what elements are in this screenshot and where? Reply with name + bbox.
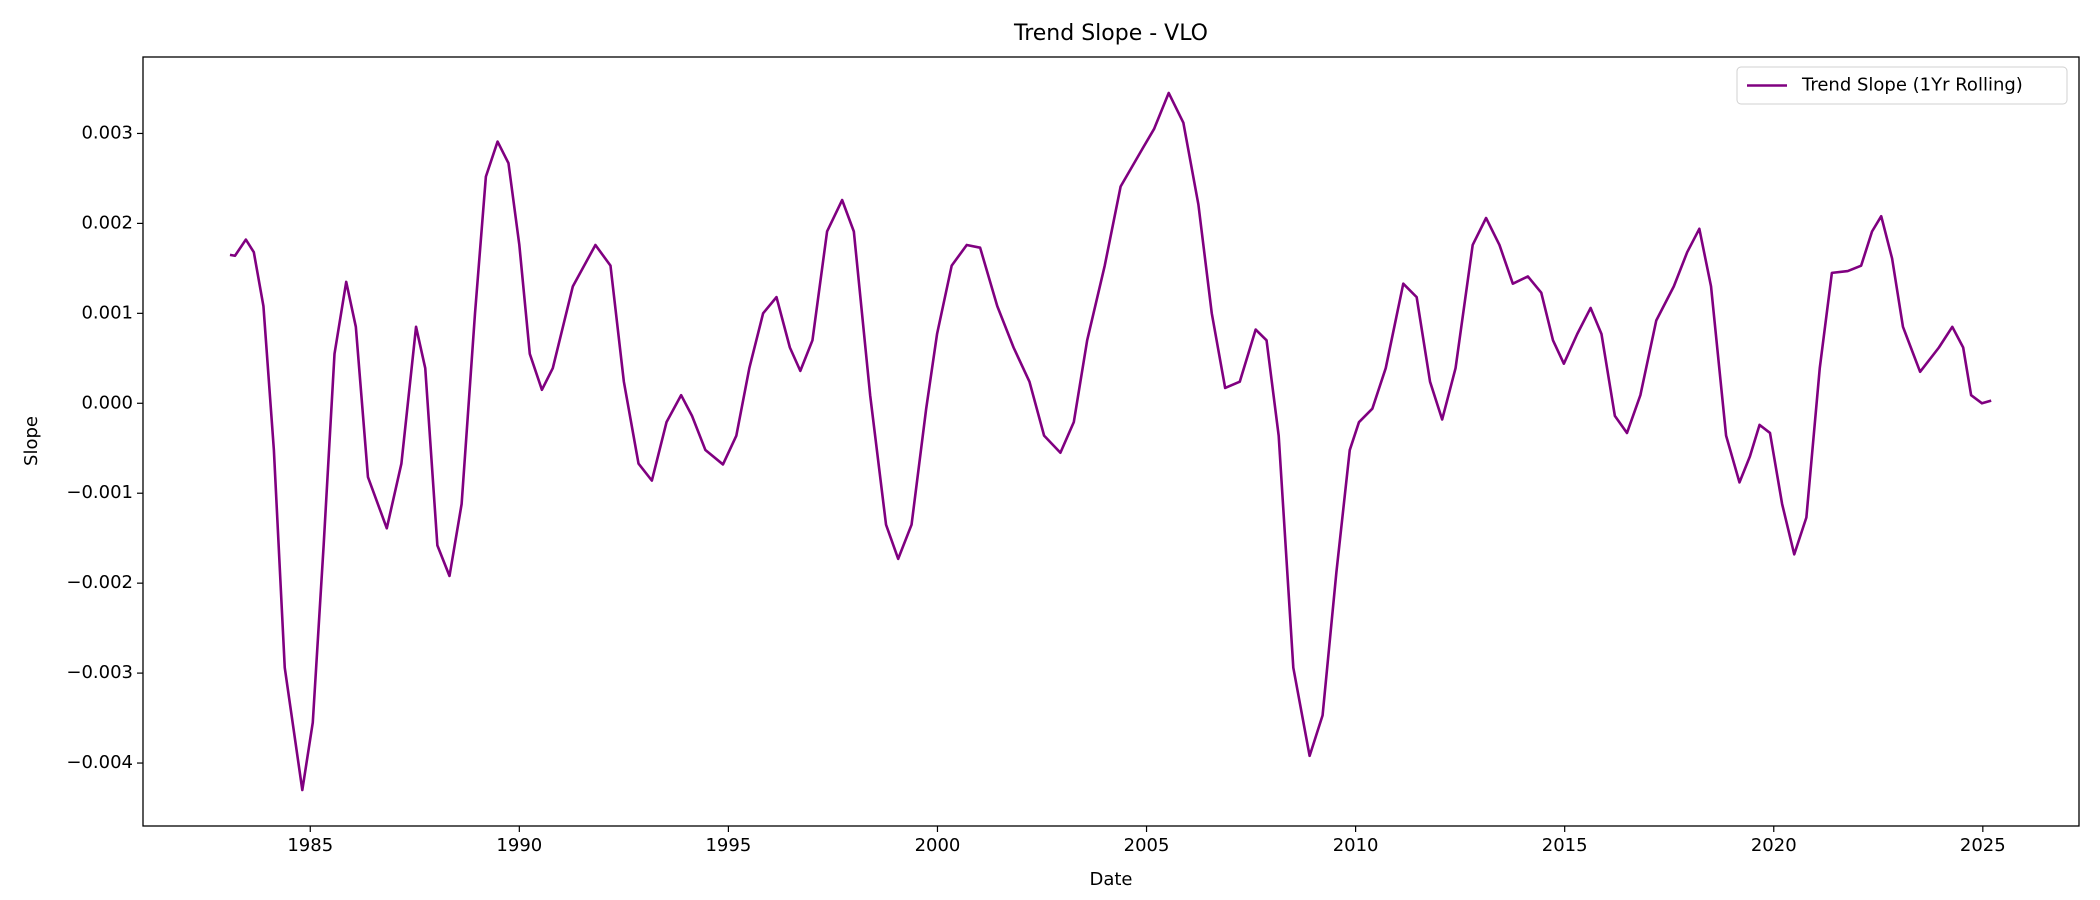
- chart-title: Trend Slope - VLO: [1013, 21, 1208, 46]
- y-tick-label: −0.001: [66, 482, 133, 503]
- x-tick-label: 2025: [1960, 835, 2006, 856]
- x-tick-label: 1990: [496, 835, 542, 856]
- line: [229, 91, 1992, 792]
- x-tick-label: 2000: [915, 835, 961, 856]
- x-tick-label: 2015: [1542, 835, 1588, 856]
- y-tick-label: 0.001: [81, 302, 133, 323]
- x-tick-label: 2020: [1751, 835, 1797, 856]
- y-tick-label: 0.000: [81, 392, 133, 413]
- legend-box: [1736, 66, 2068, 105]
- y-tick-label: −0.002: [66, 572, 133, 593]
- y-tick-label: −0.004: [66, 752, 133, 773]
- x-axis-label: Date: [1089, 869, 1132, 890]
- x-tick-label: 1985: [287, 835, 333, 856]
- y-tick-label: −0.003: [66, 662, 133, 683]
- y-axis-label: Slope: [21, 416, 42, 466]
- y-tick-label: 0.002: [81, 212, 133, 233]
- plot-frame: [142, 56, 2080, 827]
- legend-label: Trend Slope (1Yr Rolling): [1801, 75, 2023, 96]
- x-tick-label: 2010: [1333, 835, 1379, 856]
- y-tick-label: 0.003: [81, 122, 133, 143]
- x-tick-label: 1995: [705, 835, 751, 856]
- x-tick-label: 2005: [1124, 835, 1170, 856]
